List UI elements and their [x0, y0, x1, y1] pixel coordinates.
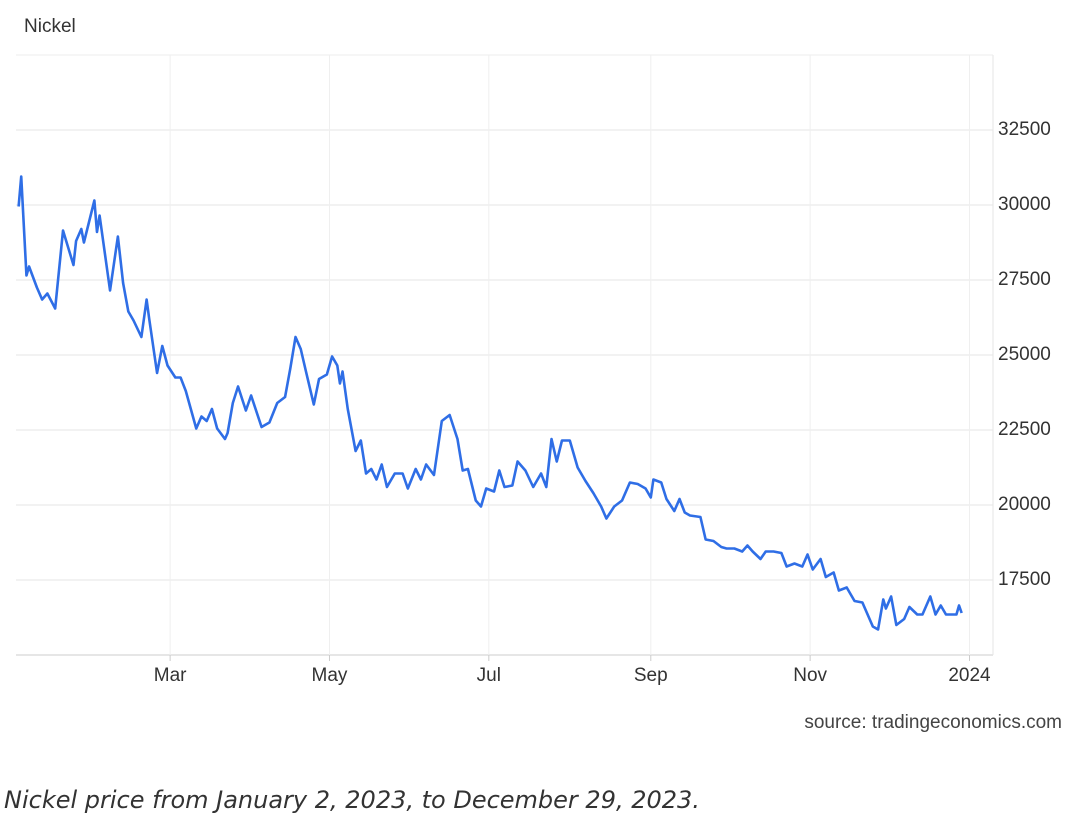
caption: Nickel price from January 2, 2023, to De…	[4, 786, 700, 814]
chart-title: Nickel	[24, 16, 76, 37]
chart: Nickel source: tradingeconomics.com 1750…	[16, 16, 1062, 733]
x-tick-label: Nov	[793, 665, 827, 686]
y-tick-label: 22500	[998, 419, 1051, 440]
price-line	[17, 175, 963, 631]
x-tick-label: May	[312, 665, 348, 686]
y-tick-label: 27500	[998, 269, 1051, 290]
x-tick-label: 2024	[948, 665, 991, 686]
y-tick-label: 30000	[998, 194, 1051, 215]
x-tick-label: Jul	[477, 665, 501, 686]
x-tick-label: Mar	[154, 665, 187, 686]
y-tick-label: 25000	[998, 344, 1051, 365]
x-tick-label: Sep	[634, 665, 668, 686]
y-tick-label: 17500	[998, 569, 1051, 590]
source: source: tradingeconomics.com	[804, 712, 1062, 733]
y-tick-label: 20000	[998, 494, 1051, 515]
y-tick-label: 32500	[998, 119, 1051, 140]
